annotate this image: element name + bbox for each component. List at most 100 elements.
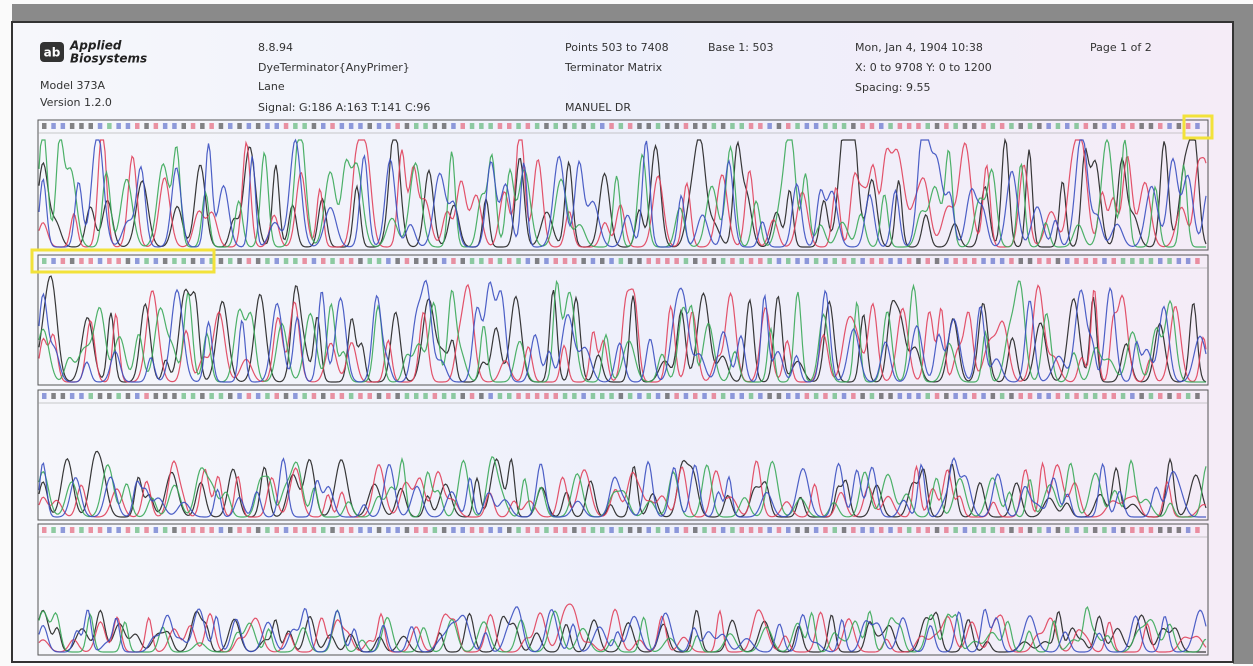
- base-call: [600, 527, 605, 533]
- base-call: [981, 393, 986, 399]
- base-call: [944, 258, 949, 264]
- base-call: [916, 527, 921, 533]
- base-call: [1167, 123, 1172, 129]
- base-call: [172, 527, 177, 533]
- base-call: [767, 123, 772, 129]
- base-call: [358, 527, 363, 533]
- base-call: [144, 393, 149, 399]
- base-call: [730, 393, 735, 399]
- base-call: [526, 123, 531, 129]
- base-call: [461, 258, 466, 264]
- base-call: [414, 393, 419, 399]
- base-call: [219, 393, 224, 399]
- base-call: [963, 258, 968, 264]
- base-call: [154, 258, 159, 264]
- base-call: [665, 527, 670, 533]
- base-call: [991, 258, 996, 264]
- base-call: [488, 258, 493, 264]
- base-call: [981, 123, 986, 129]
- base-call: [1195, 527, 1200, 533]
- base-call: [1037, 527, 1042, 533]
- base-call: [833, 123, 838, 129]
- base-call: [860, 393, 865, 399]
- base-call: [572, 527, 577, 533]
- base-call: [228, 123, 233, 129]
- base-call: [1074, 123, 1079, 129]
- base-call: [135, 258, 140, 264]
- base-call: [814, 393, 819, 399]
- base-call: [600, 258, 605, 264]
- base-call: [777, 258, 782, 264]
- base-call: [182, 123, 187, 129]
- base-call: [702, 123, 707, 129]
- base-call: [209, 527, 214, 533]
- base-call: [433, 258, 438, 264]
- base-call: [377, 393, 382, 399]
- base-call: [916, 258, 921, 264]
- base-call: [321, 393, 326, 399]
- base-call: [1028, 123, 1033, 129]
- base-call: [405, 258, 410, 264]
- base-call: [126, 258, 131, 264]
- base-call: [1121, 258, 1126, 264]
- base-call: [935, 393, 940, 399]
- base-call: [544, 393, 549, 399]
- base-call: [451, 527, 456, 533]
- logo-line: Applied: [69, 39, 122, 53]
- base-call: [1009, 123, 1014, 129]
- base-call: [665, 393, 670, 399]
- base-call: [265, 123, 270, 129]
- base-call: [135, 123, 140, 129]
- base-call: [591, 123, 596, 129]
- base-call: [1177, 258, 1182, 264]
- base-call: [916, 393, 921, 399]
- base-call: [898, 393, 903, 399]
- base-call: [1093, 258, 1098, 264]
- base-call: [693, 258, 698, 264]
- base-call: [191, 123, 196, 129]
- operator: MANUEL DR: [565, 101, 631, 114]
- scan-shadow-top: [12, 4, 1253, 22]
- base-call: [851, 393, 856, 399]
- base-call: [953, 258, 958, 264]
- base-call: [656, 123, 661, 129]
- base-call: [507, 527, 512, 533]
- base-call: [340, 258, 345, 264]
- base-call: [451, 393, 456, 399]
- base-call: [581, 527, 586, 533]
- base-call: [1019, 393, 1024, 399]
- base-call: [758, 393, 763, 399]
- base-call: [1056, 258, 1061, 264]
- base-call: [1149, 527, 1154, 533]
- base-call: [842, 258, 847, 264]
- base-call: [758, 258, 763, 264]
- base-call: [609, 527, 614, 533]
- base-call: [488, 393, 493, 399]
- base-call: [200, 258, 205, 264]
- base-call: [842, 527, 847, 533]
- base-call: [888, 123, 893, 129]
- base-call: [879, 393, 884, 399]
- base-call: [963, 123, 968, 129]
- base-call: [349, 527, 354, 533]
- base-call: [1121, 527, 1126, 533]
- base-call: [479, 527, 484, 533]
- base-call: [740, 527, 745, 533]
- base-call: [284, 393, 289, 399]
- base-call: [702, 258, 707, 264]
- base-call: [1093, 527, 1098, 533]
- base-call: [89, 123, 94, 129]
- base-call: [247, 258, 252, 264]
- base-call: [321, 123, 326, 129]
- base: Base 1: 503: [708, 41, 773, 54]
- base-call: [237, 527, 242, 533]
- base-call: [1056, 527, 1061, 533]
- base-call: [767, 393, 772, 399]
- base-call: [1186, 258, 1191, 264]
- base-call: [535, 123, 540, 129]
- base-call: [628, 258, 633, 264]
- lane: Lane: [258, 80, 285, 93]
- base-call: [1037, 123, 1042, 129]
- base-call: [1028, 393, 1033, 399]
- base-call: [619, 527, 624, 533]
